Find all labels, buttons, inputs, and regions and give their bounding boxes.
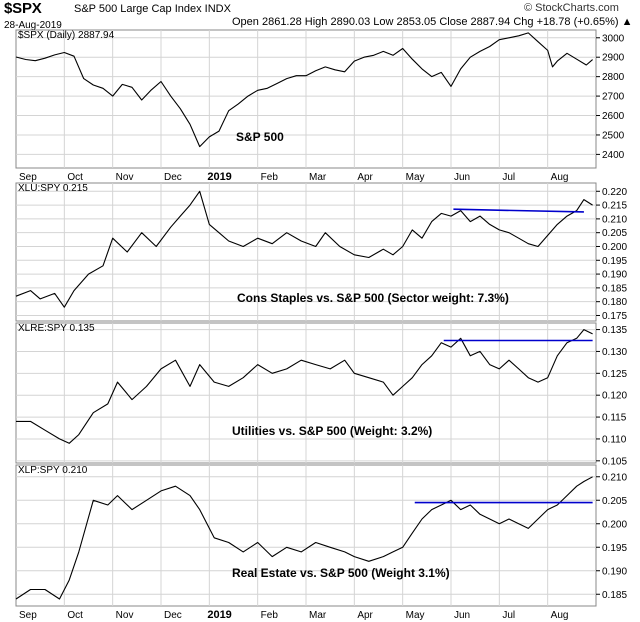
y-tick-label: 2700 <box>602 92 625 103</box>
month-label: 2019 <box>207 171 231 183</box>
month-label: Dec <box>164 610 182 621</box>
panel-4: 0.210 0.205 0.200 0.195 0.190 0.185 XLP:SPY 0.… <box>15 464 627 621</box>
month-label: Sep <box>19 172 37 183</box>
month-label: Sep <box>19 610 37 621</box>
month-label: May <box>406 610 425 621</box>
month-label: Nov <box>116 172 134 183</box>
y-tick-label: 0.125 <box>602 369 627 380</box>
month-label: Oct <box>67 610 83 621</box>
panel-annotation: S&P 500 <box>236 130 284 144</box>
panel-legend: XLP:SPY 0.210 <box>18 465 88 476</box>
month-label: Jul <box>502 610 515 621</box>
y-tick-label: 0.220 <box>602 187 627 198</box>
panel-annotation: Real Estate vs. S&P 500 (Weight 3.1%) <box>232 566 450 580</box>
month-label: May <box>406 172 425 183</box>
chart-date: 28-Aug-2019 <box>4 20 62 31</box>
y-tick-label: 0.135 <box>602 325 627 336</box>
month-label: Mar <box>309 172 327 183</box>
y-tick-label: 0.130 <box>602 347 627 358</box>
month-label: Feb <box>261 172 279 183</box>
month-label: Aug <box>551 172 569 183</box>
y-tick-label: 0.185 <box>602 283 627 294</box>
chart-symbol: $SPX <box>4 0 42 17</box>
chart-description: S&P 500 Large Cap Index INDX <box>74 3 231 15</box>
resistance-line <box>453 208 584 213</box>
y-tick-label: 0.205 <box>602 228 627 239</box>
month-label: Jun <box>454 610 470 621</box>
y-tick-label: 0.215 <box>602 201 627 212</box>
y-tick-label: 0.190 <box>602 270 627 281</box>
y-tick-label: 0.115 <box>602 413 627 424</box>
month-label: Dec <box>164 172 182 183</box>
series-line <box>15 476 593 600</box>
month-label: Apr <box>357 610 373 621</box>
panel-annotation: Utilities vs. S&P 500 (Weight: 3.2%) <box>232 424 432 438</box>
month-label: Jul <box>502 172 515 183</box>
y-tick-label: 2800 <box>602 72 625 83</box>
y-tick-label: 0.120 <box>602 391 627 402</box>
ohlc-summary: Open 2861.28 High 2890.03 Low 2853.05 Cl… <box>232 16 633 28</box>
series-line <box>16 329 593 444</box>
y-tick-label: 0.180 <box>602 297 627 308</box>
y-tick-label: 0.200 <box>602 242 627 253</box>
y-tick-label: 0.210 <box>602 472 627 483</box>
y-tick-label: 2400 <box>602 150 625 161</box>
month-label: Nov <box>116 610 134 621</box>
month-label: Aug <box>551 610 569 621</box>
y-tick-label: 2900 <box>602 53 625 64</box>
y-tick-label: 3000 <box>602 33 625 44</box>
month-label: Feb <box>261 610 279 621</box>
series-line <box>15 190 593 308</box>
y-tick-label: 0.185 <box>602 590 627 601</box>
panel-annotation: Cons Staples vs. S&P 500 (Sector weight:… <box>237 291 509 305</box>
month-label: Oct <box>67 172 83 183</box>
y-tick-label: 0.205 <box>602 496 627 507</box>
month-label: Mar <box>309 610 327 621</box>
y-tick-label: 0.210 <box>602 214 627 225</box>
y-tick-label: 0.195 <box>602 543 627 554</box>
series-line <box>15 32 593 148</box>
y-tick-label: 0.110 <box>602 434 627 445</box>
y-tick-label: 0.200 <box>602 519 627 530</box>
month-label: Apr <box>357 172 373 183</box>
stockcharts-brand: © StockCharts.com <box>524 2 619 14</box>
month-label: 2019 <box>207 609 231 621</box>
y-tick-label: 0.175 <box>602 311 627 322</box>
month-label: Jun <box>454 172 470 183</box>
panel-legend: $SPX (Daily) 2887.94 <box>18 30 115 41</box>
y-tick-label: 2500 <box>602 130 625 141</box>
panel-legend: XLU:SPY 0.215 <box>18 183 88 194</box>
y-tick-label: 0.190 <box>602 566 627 577</box>
panel-1: 3000 2900 2800 2700 2600 2500 2400 $SPX (Daily)… <box>15 29 625 183</box>
panel-legend: XLRE:SPY 0.135 <box>18 323 95 334</box>
panel-3: 0.135 0.130 0.125 0.120 0.115 0.110 0.105 XLRE:… <box>15 322 627 467</box>
y-tick-label: 0.195 <box>602 256 627 267</box>
panel-2: 0.220 0.215 0.210 0.205 0.200 0.195 0.190 0.185… <box>15 182 627 322</box>
y-tick-label: 2600 <box>602 111 625 122</box>
y-tick-label: 0.105 <box>602 456 627 467</box>
